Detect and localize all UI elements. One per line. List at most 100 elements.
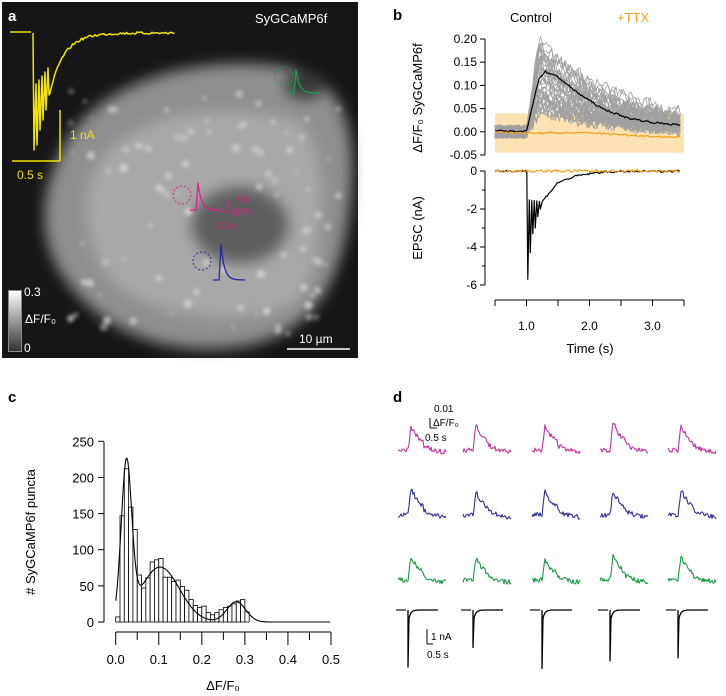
roi-green-trace: [599, 553, 649, 585]
panel-a: a SyGCaMP6f 1 nA 0.5 s 0.1 ΔF/F₀ 0.5 s 0…: [2, 2, 358, 358]
punctum: [265, 170, 272, 178]
image-title: SyGCaMP6f: [255, 11, 328, 26]
b-top-yticklabel: 0.10: [454, 78, 478, 92]
c-ylabel: # SyGCaMP6f puncta: [23, 468, 38, 594]
punctum: [298, 134, 306, 141]
punctum: [300, 284, 308, 291]
punctum: [323, 263, 328, 267]
panel-d: d 0.01 ΔF/F₀ 0.5 s 1 nA 0.5 s: [393, 389, 717, 670]
punctum: [122, 146, 130, 154]
punctum: [122, 256, 127, 261]
punctum: [165, 172, 172, 180]
c-yticklabel: 50: [80, 579, 94, 594]
punctum: [233, 144, 240, 152]
d-df-scale-y-value: 0.01: [434, 404, 454, 415]
punctum: [270, 119, 276, 125]
punctum: [99, 323, 108, 332]
micrograph-puncta: [67, 89, 342, 336]
legend-control: Control: [510, 10, 552, 25]
histogram-bar: [201, 605, 207, 623]
b-xticklabel: 1.0: [518, 319, 535, 333]
punctum: [134, 142, 141, 149]
punctum: [205, 118, 210, 123]
histogram-bar: [171, 581, 177, 623]
c-yticklabel: 250: [72, 434, 94, 449]
punctum: [274, 192, 279, 198]
panel-c: c 250 200 150 100 50 0 0.0 0.1 0.2 0.3 0.4 0.5 # Sy…: [8, 389, 340, 693]
b-bottom-ylabel: EPSC (nA): [410, 196, 425, 260]
punctum: [231, 324, 236, 329]
punctum: [83, 99, 87, 103]
c-yticklabel: 150: [72, 507, 94, 522]
punctum: [148, 223, 153, 228]
punctum: [314, 211, 322, 219]
epsc-trace: [677, 609, 708, 659]
punctum: [184, 299, 192, 308]
punctum: [164, 107, 169, 113]
punctum: [299, 245, 307, 252]
punctum: [119, 163, 128, 172]
roi-magenta-trace: [397, 425, 447, 455]
b-xticklabel: 3.0: [644, 319, 661, 333]
punctum: [155, 274, 163, 282]
roi-circle-green[interactable]: [274, 66, 294, 86]
control-mean-trace: [494, 70, 681, 133]
punctum: [187, 128, 194, 135]
histogram-bar: [188, 599, 194, 623]
punctum: [180, 134, 188, 143]
panel-label-c: c: [8, 389, 16, 406]
colorbar-min-label: 0: [24, 341, 31, 355]
punctum: [105, 168, 111, 174]
punctum: [235, 90, 243, 98]
punctum: [175, 192, 179, 196]
punctum: [304, 301, 313, 310]
punctum: [161, 189, 167, 195]
roi-circle-blue[interactable]: [192, 251, 212, 271]
epsc-trace: [32, 31, 175, 151]
gaussian-fit-curve: [115, 457, 331, 623]
punctum: [256, 270, 263, 277]
panel-a-traces: [10, 31, 320, 281]
roi-blue-trace: [667, 490, 717, 520]
df-scale-y-value: 0.1: [238, 194, 251, 204]
histogram-bar: [192, 604, 198, 623]
punctum: [310, 293, 316, 298]
roi-green-trace: [531, 558, 581, 585]
punctum: [326, 157, 331, 162]
panel-label-b: b: [393, 7, 402, 24]
punctum: [86, 151, 95, 160]
epsc-trace: [541, 609, 572, 670]
punctum: [80, 279, 88, 286]
punctum: [89, 115, 94, 119]
colorbar: [8, 290, 22, 352]
control-individual-trace: [494, 67, 681, 139]
c-xticklabel: 0.1: [150, 652, 168, 667]
punctum: [305, 313, 313, 321]
panel-b-plot: 0.20 0.15 0.10 0.05 0.00 -0.05 0 -2 -4 -6 1.0 2.0 3.…: [450, 32, 685, 333]
roi-blue-trace: [397, 488, 447, 519]
panel-label-d: d: [393, 389, 402, 406]
b-bottom-yticklabel: 0: [470, 164, 477, 178]
punctum: [241, 121, 247, 127]
punctum: [80, 241, 85, 246]
punctum: [311, 256, 320, 265]
histogram-bar: [162, 576, 168, 623]
punctum: [314, 286, 321, 294]
c-xlabel: ΔF/F₀: [206, 678, 240, 693]
punctum: [258, 149, 265, 156]
histogram-bar: [115, 616, 121, 623]
punctum: [98, 293, 102, 297]
histogram-bar: [240, 599, 246, 623]
roi-circle-magenta[interactable]: [172, 185, 192, 205]
punctum: [294, 171, 298, 175]
b-bottom-yticklabel: -4: [466, 240, 477, 254]
punctum: [285, 131, 289, 135]
punctum: [263, 307, 271, 315]
punctum: [73, 313, 78, 317]
punctum: [103, 316, 111, 325]
epsc-control-trace: [494, 169, 680, 280]
punctum: [206, 128, 212, 134]
b-bottom-yticklabel: -6: [466, 278, 477, 292]
histogram-bar: [141, 587, 147, 623]
